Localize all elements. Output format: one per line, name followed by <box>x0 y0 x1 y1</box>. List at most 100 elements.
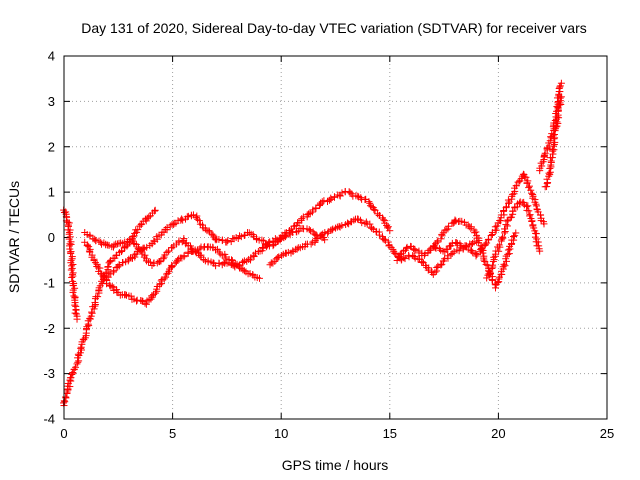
data-point <box>150 237 158 245</box>
data-point <box>502 221 510 229</box>
y-tick-label: 2 <box>48 139 55 154</box>
data-point <box>420 251 428 259</box>
data-point <box>104 263 112 271</box>
data-point <box>121 291 129 299</box>
data-point <box>411 254 419 262</box>
x-tick-labels: 0 5 10 15 20 25 <box>60 426 614 441</box>
data-point <box>145 213 153 221</box>
data-point <box>305 210 313 218</box>
data-point <box>371 206 379 214</box>
data-point <box>86 231 94 239</box>
data-point <box>543 175 551 183</box>
data-point <box>227 238 235 246</box>
y-tick-label: 0 <box>48 230 55 245</box>
data-point <box>396 250 404 258</box>
data-point <box>531 233 539 241</box>
data-point <box>468 239 476 247</box>
data-point <box>151 206 159 214</box>
data-point <box>501 225 509 233</box>
data-point <box>439 247 447 255</box>
data-point <box>69 260 77 268</box>
data-point <box>424 266 432 274</box>
grid <box>64 56 607 419</box>
data-point <box>321 236 329 244</box>
data-point <box>501 262 509 270</box>
data-point <box>332 224 340 232</box>
data-point <box>336 192 344 200</box>
data-point <box>393 256 401 264</box>
data-point <box>338 189 346 197</box>
data-point <box>524 202 532 210</box>
data-point <box>278 252 286 260</box>
data-point <box>438 230 446 238</box>
data-point <box>134 226 142 234</box>
data-point <box>546 164 554 172</box>
data-point <box>509 233 517 241</box>
data-point <box>73 315 81 323</box>
data-point <box>384 223 392 231</box>
data-point <box>67 266 75 274</box>
y-tick-label: -1 <box>43 275 55 290</box>
data-point <box>485 235 493 243</box>
data-point <box>512 182 520 190</box>
y-tick-label: -2 <box>43 321 55 336</box>
data-point <box>237 233 245 241</box>
data-point <box>557 79 565 87</box>
data-point <box>556 83 564 91</box>
data-point <box>258 243 266 251</box>
data-point <box>431 243 439 251</box>
data-point <box>495 247 503 255</box>
data-point <box>410 252 418 260</box>
data-point <box>162 273 170 281</box>
data-point <box>535 242 543 250</box>
data-point <box>148 292 156 300</box>
data-point <box>537 211 545 219</box>
data-point <box>554 119 562 127</box>
data-point <box>451 216 459 224</box>
data-point <box>338 222 346 230</box>
data-point <box>547 157 555 165</box>
data-point <box>357 194 365 202</box>
y-tick-label: 1 <box>48 185 55 200</box>
data-point <box>467 225 475 233</box>
data-point <box>495 241 503 249</box>
data-point <box>258 236 266 244</box>
y-tick-label: -3 <box>43 366 55 381</box>
data-point <box>143 243 151 251</box>
data-point <box>152 289 160 297</box>
data-point <box>160 275 168 283</box>
data-point <box>437 261 445 269</box>
data-point <box>195 217 203 225</box>
data-point <box>264 241 272 249</box>
data-point <box>201 225 209 233</box>
x-tick-label: 20 <box>491 426 505 441</box>
data-point <box>358 219 366 227</box>
data-point <box>193 212 201 220</box>
data-point <box>151 207 159 215</box>
data-point <box>505 250 513 258</box>
data-point <box>366 220 374 228</box>
data-point <box>503 217 511 225</box>
data-point <box>91 259 99 267</box>
data-point <box>72 363 80 371</box>
y-tick-label: 3 <box>48 94 55 109</box>
data-point <box>546 168 554 176</box>
data-point <box>128 235 136 243</box>
data-point <box>350 216 358 224</box>
data-point <box>493 222 501 230</box>
data-point <box>125 255 133 263</box>
data-point <box>274 254 282 262</box>
x-axis-label: GPS time / hours <box>282 457 389 473</box>
data-point <box>328 226 336 234</box>
data-point <box>223 238 231 246</box>
data-point <box>215 235 223 243</box>
data-point <box>71 301 79 309</box>
data-point <box>365 198 373 206</box>
data-point <box>444 252 452 260</box>
data-point <box>70 292 78 300</box>
data-point <box>528 189 536 197</box>
data-point <box>556 94 564 102</box>
data-point <box>303 211 311 219</box>
data-point <box>525 182 533 190</box>
